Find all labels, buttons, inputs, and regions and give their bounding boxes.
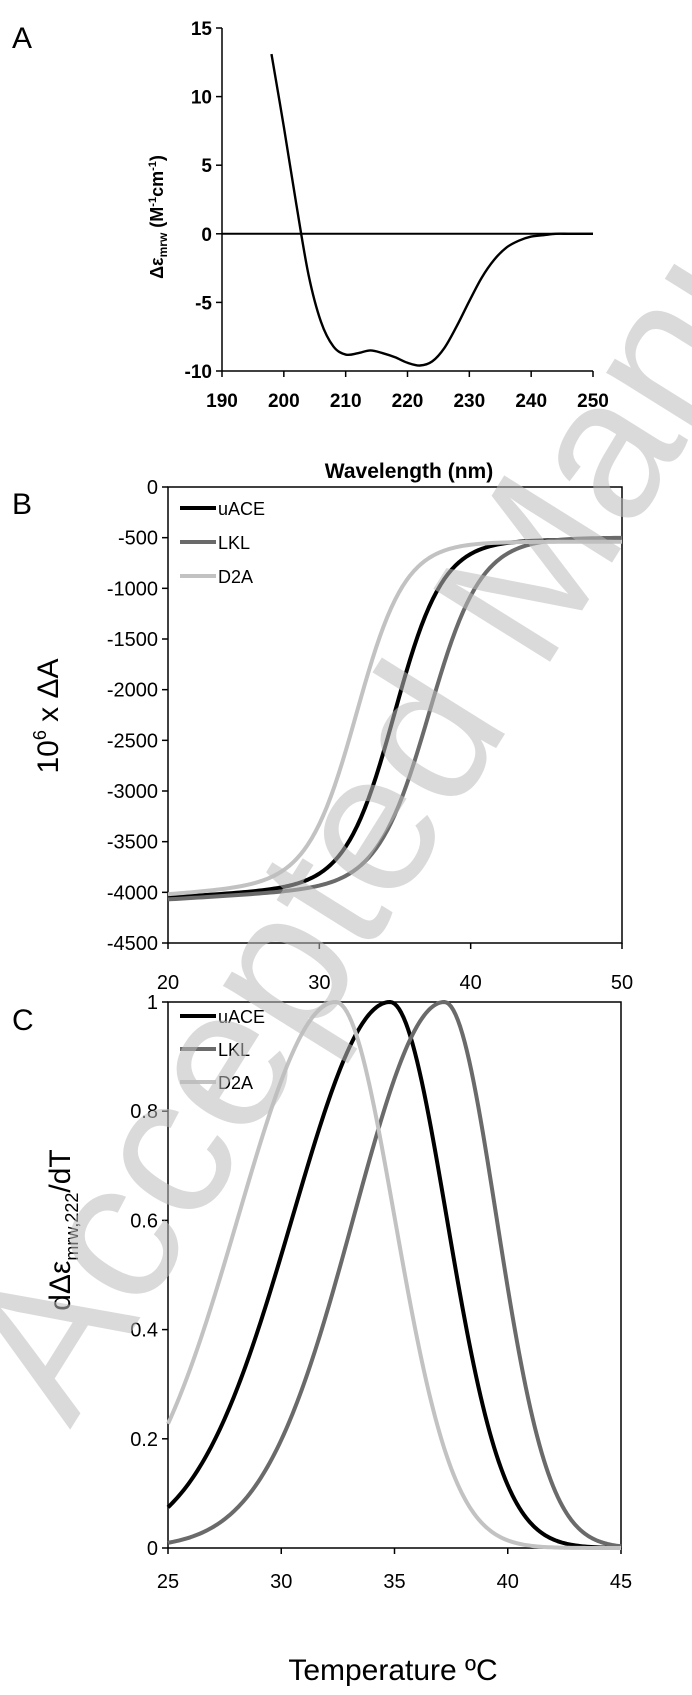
panel-b-ticks: -4500 -4000 -3500 -3000 -2500 -2000 -1500 -1000…: [107, 477, 633, 994]
panel-c-series-line: [166, 1000, 622, 1550]
panel-c-letter: C: [12, 1004, 34, 1037]
panel-a-x-tick-label: 200: [268, 391, 300, 412]
panel-a-lines: [270, 53, 593, 367]
panel-a-chart: A -10 -5 0 5 10 15 190 200 210 220 230 240 250 Wavel…: [12, 19, 609, 483]
panel-c-series-line: [166, 1000, 622, 1550]
panel-b-y-tick-label: -2500: [107, 730, 158, 752]
panel-c-y-tick-label: 1: [147, 992, 158, 1014]
panel-b-y-tick-label: -4500: [107, 933, 158, 955]
panel-b-y-title-base: 10: [32, 740, 65, 773]
panel-a-ticks: -10 -5 0 5 10 15 190 200 210 220 230 240 250: [185, 19, 609, 412]
panel-c-y-axis-title: dΔεmrw,222/dT: [44, 1149, 82, 1311]
panel-a-y-title-unit-2: cm: [147, 171, 167, 197]
panel-a-x-tick-label: 230: [453, 391, 485, 412]
panel-c-y-title-symbol: dΔε: [44, 1261, 77, 1311]
panel-a-y-title-exp-1: -1: [147, 197, 159, 207]
panel-a-y-tick-label: -10: [185, 362, 212, 383]
panel-b-y-tick-label: -3500: [107, 832, 158, 854]
panel-b-x-tick-label: 50: [611, 972, 633, 994]
panel-b-legend-label: LKL: [218, 533, 250, 553]
panel-b-legend-label: D2A: [218, 567, 253, 587]
panel-a-y-title-exp-2: -1: [147, 161, 159, 171]
panel-a-y-tick-label: 10: [191, 88, 212, 109]
panel-c-x-tick-label: 30: [270, 1571, 292, 1593]
panel-c-legend-label: uACE: [218, 1007, 265, 1027]
panel-b-y-tick-label: -1500: [107, 629, 158, 651]
watermark-text: Accepted Manuscript: [0, 0, 692, 1453]
panel-b-chart: B -4500 -4000 -3500 -3000 -2500 -2000 -1500 -10…: [12, 477, 633, 994]
panel-b-letter: B: [12, 488, 32, 521]
panel-a-x-tick-label: 250: [577, 391, 609, 412]
panel-a-x-axis-title: Wavelength (nm): [325, 460, 493, 483]
panel-b-x-tick-label: 40: [460, 972, 482, 994]
panel-a-y-tick-label: -5: [195, 293, 212, 314]
panel-c-y-title-subscript: mrw,222: [62, 1193, 82, 1261]
panel-a-y-title-close: ): [147, 155, 167, 161]
panel-a-y-title-unit-1: (M: [147, 207, 167, 233]
panel-b-y-tick-label: 0: [147, 477, 158, 499]
panel-a-x-tick-label: 240: [515, 391, 547, 412]
panel-b-legend-label: uACE: [218, 499, 265, 519]
panel-a-letter: A: [12, 22, 32, 55]
panel-a-x-tick-label: 220: [392, 391, 424, 412]
panel-a-y-title-symbol: Δε: [147, 257, 167, 279]
panel-b-y-tick-label: -500: [118, 528, 158, 550]
panel-c-x-tick-label: 25: [157, 1571, 179, 1593]
panel-c-ticks: 0 0.2 0.4 0.6 0.8 1 25 30 35 40 45: [130, 992, 632, 1593]
panel-c-legend-label: LKL: [218, 1040, 250, 1060]
panel-c-x-tick-label: 35: [383, 1571, 405, 1593]
panel-b-lines: [167, 535, 623, 902]
panel-a-x-tick-label: 210: [330, 391, 362, 412]
panel-c-y-tick-label: 0.8: [130, 1101, 158, 1123]
panel-a-axes: [221, 28, 593, 372]
panel-b-y-title-rest: x ΔA: [32, 658, 65, 730]
panel-b-y-tick-label: -4000: [107, 882, 158, 904]
panel-c-legend: uACE LKL D2A: [180, 1007, 265, 1093]
panel-b-axes: [167, 486, 623, 944]
panel-a-x-tick-label: 190: [206, 391, 238, 412]
panel-a-y-tick-label: 0: [201, 225, 212, 246]
panel-a-y-title-subscript: mrw: [156, 232, 170, 257]
panel-a-y-tick-label: 5: [201, 156, 212, 177]
panel-c-lines: [166, 1000, 622, 1550]
panel-b-y-title-exp: 6: [30, 730, 50, 740]
panel-b-y-axis-title: 106 x ΔA: [30, 658, 65, 773]
panel-b-x-tick-label: 20: [157, 972, 179, 994]
panel-b-legend: uACE LKL D2A: [180, 499, 265, 587]
panel-b-y-tick-label: -1000: [107, 578, 158, 600]
panel-b-x-tick-label: 30: [308, 972, 330, 994]
panel-c-y-tick-label: 0.2: [130, 1429, 158, 1451]
panel-c-x-tick-label: 40: [497, 1571, 519, 1593]
panel-c-legend-label: D2A: [218, 1073, 253, 1093]
panel-c-y-tick-label: 0: [147, 1538, 158, 1560]
panel-a-y-tick-label: 15: [191, 19, 213, 40]
panel-a-series-line: [270, 53, 593, 367]
panel-c-y-title-rest: /dT: [44, 1149, 77, 1192]
panel-c-x-axis-title: Temperature ºC: [288, 1654, 497, 1687]
panel-c-x-tick-label: 45: [610, 1571, 632, 1593]
panel-c-y-tick-label: 0.6: [130, 1210, 158, 1232]
panel-b-y-tick-label: -3000: [107, 781, 158, 803]
panel-c-chart: C 0 0.2 0.4 0.6 0.8 1 25 30 35 40 45 uACE LKL D2A Te…: [12, 992, 632, 1687]
panel-c-series-line: [167, 1000, 622, 1549]
panel-b-series-line: [167, 539, 622, 897]
panel-b-plot-frame: [167, 486, 623, 944]
panel-c-y-tick-label: 0.4: [130, 1320, 158, 1342]
panel-b-y-tick-label: -2000: [107, 680, 158, 702]
panel-a-y-axis-title: Δεmrw (M-1cm-1): [147, 155, 170, 279]
